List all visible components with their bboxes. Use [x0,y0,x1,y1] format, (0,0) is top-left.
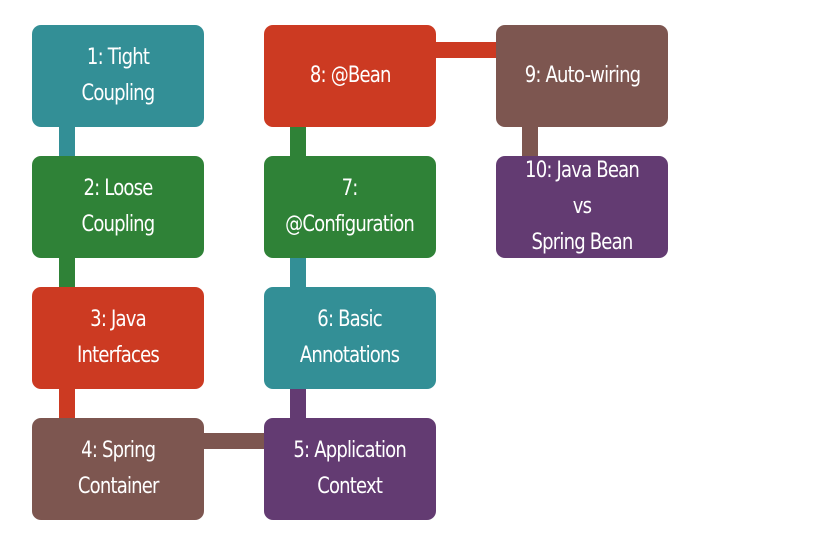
connector-4-5 [204,433,264,449]
connector-3-4 [59,389,75,418]
step-10-label: 10: Java Bean vs Spring Bean [525,158,640,255]
connector-2-3 [59,258,75,287]
step-3-label: 3: Java Interfaces [77,307,160,368]
step-8-label: 8: @Bean [309,63,392,88]
step-1-tight-coupling: 1: Tight Coupling [32,25,204,127]
connector-5-6 [290,389,306,418]
step-5-application-context: 5: Application Context [264,418,436,520]
step-9-label: 9: Auto-wiring [524,63,640,88]
step-7-label: 7: @Configuration [285,176,416,237]
connector-9-10 [522,127,538,156]
step-5-label: 5: Application Context [293,438,407,499]
step-10-java-bean-vs-spring-bean: 10: Java Bean vs Spring Bean [496,156,668,258]
connector-7-8 [290,127,306,156]
connector-8-9 [436,42,496,58]
connector-6-7 [290,258,306,287]
step-7-configuration: 7: @Configuration [264,156,436,258]
step-2-loose-coupling: 2: Loose Coupling [32,156,204,258]
step-1-label: 1: Tight Coupling [81,45,156,106]
step-9-auto-wiring: 9: Auto-wiring [496,25,668,127]
step-4-label: 4: Spring Container [77,438,160,499]
step-6-label: 6: Basic Annotations [300,307,400,368]
step-8-bean: 8: @Bean [264,25,436,127]
step-6-basic-annotations: 6: Basic Annotations [264,287,436,389]
step-2-label: 2: Loose Coupling [81,176,156,237]
step-3-java-interfaces: 3: Java Interfaces [32,287,204,389]
step-4-spring-container: 4: Spring Container [32,418,204,520]
connector-1-2 [59,127,75,156]
